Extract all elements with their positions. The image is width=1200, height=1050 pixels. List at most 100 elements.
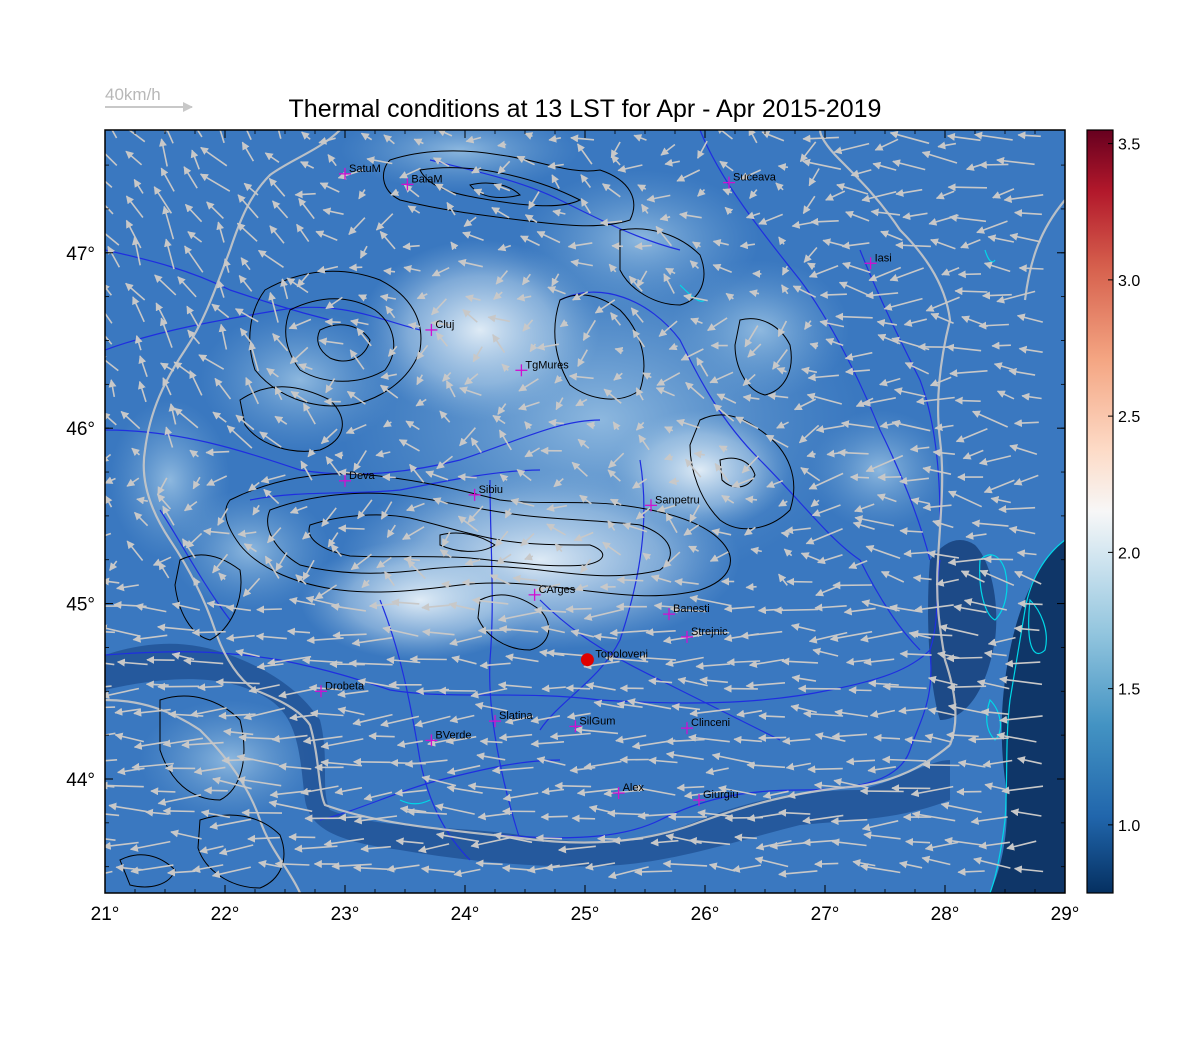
wind-arrow bbox=[690, 629, 730, 638]
wind-arrow bbox=[736, 709, 763, 718]
wind-arrow bbox=[154, 274, 177, 296]
wind-arrow bbox=[719, 160, 734, 172]
wind-arrow bbox=[830, 817, 868, 826]
wind-arrow bbox=[909, 444, 930, 453]
wind-arrow bbox=[914, 604, 954, 614]
wind-arrow bbox=[580, 198, 592, 214]
highlight-point-layer: Topoloveni bbox=[580, 649, 648, 667]
wind-arrow bbox=[197, 683, 223, 692]
city-label: SatuM bbox=[349, 163, 381, 175]
wind-arrow bbox=[474, 701, 508, 712]
wind-arrow bbox=[441, 580, 452, 589]
wind-arrow bbox=[274, 859, 310, 868]
wind-arrow bbox=[932, 519, 954, 529]
wind-arrow bbox=[225, 604, 252, 613]
wind-arrow bbox=[554, 781, 592, 790]
x-tick-label: 22° bbox=[211, 904, 240, 925]
wind-arrow bbox=[288, 833, 316, 842]
wind-arrow bbox=[318, 337, 344, 346]
wind-arrow bbox=[547, 286, 566, 295]
wind-arrow bbox=[361, 579, 371, 588]
wind-arrow bbox=[642, 552, 652, 561]
wind-arrow bbox=[294, 190, 316, 199]
wind-arrow bbox=[352, 713, 393, 727]
wind-arrow bbox=[960, 570, 985, 583]
wind-arrow bbox=[184, 245, 204, 273]
wind-arrow bbox=[225, 633, 255, 642]
wind-arrow bbox=[405, 420, 420, 431]
wind-arrow bbox=[806, 450, 816, 458]
wind-arrow bbox=[745, 582, 757, 591]
wind-arrow bbox=[407, 559, 426, 580]
wind-arrow bbox=[811, 504, 841, 517]
wind-arrow bbox=[809, 342, 819, 350]
wind-arrow bbox=[432, 157, 450, 167]
city-marker: Cluj bbox=[425, 319, 454, 336]
wind-arrow bbox=[135, 603, 167, 613]
city-marker: BaiaM bbox=[401, 173, 443, 191]
wind-arrow bbox=[814, 859, 839, 868]
wind-arrow bbox=[548, 134, 562, 143]
wind-arrow bbox=[776, 367, 787, 375]
wind-arrow bbox=[189, 707, 227, 718]
wind-arrow bbox=[540, 625, 565, 634]
figure-title: Thermal conditions at 13 LST for Apr - A… bbox=[289, 95, 882, 123]
wind-arrow bbox=[245, 130, 252, 141]
wind-arrow bbox=[547, 161, 564, 170]
wind-arrow bbox=[383, 570, 395, 587]
wind-arrow bbox=[472, 346, 483, 363]
x-tick-label: 27° bbox=[811, 904, 840, 925]
wind-arrow bbox=[105, 232, 120, 246]
wind-arrow bbox=[601, 183, 621, 198]
wind-arrow bbox=[134, 335, 143, 351]
wind-arrow bbox=[133, 741, 168, 750]
wind-arrow bbox=[134, 511, 149, 527]
wind-arrow bbox=[782, 736, 811, 745]
wind-arrow bbox=[499, 473, 509, 483]
wind-arrow bbox=[633, 134, 647, 142]
wind-arrow bbox=[323, 838, 365, 848]
wind-arrow bbox=[607, 520, 616, 531]
wind-arrow bbox=[841, 241, 870, 250]
wind-arrow bbox=[889, 130, 930, 145]
wind-arrow bbox=[612, 421, 621, 431]
wind-arrow bbox=[1016, 549, 1037, 558]
wind-arrow bbox=[302, 531, 311, 540]
wind-arrow bbox=[954, 287, 988, 296]
wind-arrow bbox=[859, 863, 901, 874]
wind-arrow bbox=[1009, 444, 1038, 456]
wind-arrow bbox=[676, 418, 700, 429]
wind-arrow bbox=[193, 766, 226, 776]
city-label: Strejnic bbox=[691, 626, 728, 638]
wind-arrow bbox=[192, 864, 224, 874]
wind-arrow bbox=[415, 398, 427, 407]
wind-arrow bbox=[200, 809, 231, 819]
wind-arrow bbox=[599, 218, 623, 227]
wind-arrow bbox=[446, 201, 456, 216]
wind-arrow bbox=[910, 785, 954, 798]
wind-arrow bbox=[825, 190, 846, 201]
wind-arrow bbox=[1009, 232, 1041, 243]
wind-arrow bbox=[1003, 194, 1044, 204]
wind-arrow bbox=[186, 305, 199, 327]
wind-arrow bbox=[982, 291, 1012, 300]
wind-arrow bbox=[445, 380, 456, 398]
wind-arrow bbox=[518, 401, 540, 411]
wind-arrow bbox=[893, 387, 926, 398]
wind-arrow bbox=[573, 531, 594, 542]
wind-arrow bbox=[713, 403, 735, 422]
city-marker: Banesti bbox=[663, 603, 710, 621]
wind-arrow bbox=[493, 183, 511, 192]
wind-arrow bbox=[904, 736, 932, 745]
wind-arrow bbox=[350, 318, 369, 327]
y-tick-label: 45° bbox=[66, 595, 95, 616]
wind-arrow bbox=[749, 189, 758, 200]
wind-arrow bbox=[290, 390, 308, 403]
wind-arrow bbox=[903, 318, 927, 327]
wind-arrow bbox=[996, 390, 1015, 400]
wind-arrow bbox=[286, 277, 309, 294]
wind-arrow bbox=[559, 319, 569, 328]
wind-arrow bbox=[628, 275, 643, 292]
wind-arrow bbox=[382, 473, 396, 482]
